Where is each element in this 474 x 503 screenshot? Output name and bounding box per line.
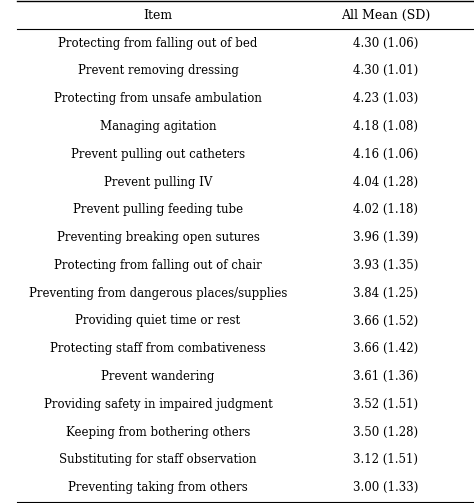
Text: Preventing taking from others: Preventing taking from others: [68, 481, 248, 494]
Text: Item: Item: [144, 9, 173, 22]
Text: All Mean (SD): All Mean (SD): [341, 9, 430, 22]
Text: Prevent wandering: Prevent wandering: [101, 370, 215, 383]
Text: 3.52 (1.51): 3.52 (1.51): [354, 398, 419, 411]
Text: 3.12 (1.51): 3.12 (1.51): [354, 453, 419, 466]
Text: 3.00 (1.33): 3.00 (1.33): [353, 481, 419, 494]
Text: 3.84 (1.25): 3.84 (1.25): [354, 287, 419, 300]
Text: 4.18 (1.08): 4.18 (1.08): [354, 120, 419, 133]
Text: Providing safety in impaired judgment: Providing safety in impaired judgment: [44, 398, 273, 411]
Text: Prevent pulling IV: Prevent pulling IV: [104, 176, 212, 189]
Text: Providing quiet time or rest: Providing quiet time or rest: [75, 314, 241, 327]
Text: Preventing breaking open sutures: Preventing breaking open sutures: [56, 231, 259, 244]
Text: 4.16 (1.06): 4.16 (1.06): [353, 148, 419, 161]
Text: Managing agitation: Managing agitation: [100, 120, 216, 133]
Text: Protecting staff from combativeness: Protecting staff from combativeness: [50, 342, 266, 355]
Text: 4.30 (1.01): 4.30 (1.01): [353, 64, 419, 77]
Text: Protecting from falling out of bed: Protecting from falling out of bed: [58, 37, 258, 50]
Text: Substituting for staff observation: Substituting for staff observation: [59, 453, 257, 466]
Text: 3.61 (1.36): 3.61 (1.36): [353, 370, 419, 383]
Text: 3.50 (1.28): 3.50 (1.28): [354, 426, 419, 439]
Text: 4.30 (1.06): 4.30 (1.06): [353, 37, 419, 50]
Text: 3.66 (1.52): 3.66 (1.52): [353, 314, 419, 327]
Text: 4.04 (1.28): 4.04 (1.28): [354, 176, 419, 189]
Text: Prevent pulling feeding tube: Prevent pulling feeding tube: [73, 203, 243, 216]
Text: Keeping from bothering others: Keeping from bothering others: [66, 426, 250, 439]
Text: Protecting from falling out of chair: Protecting from falling out of chair: [54, 259, 262, 272]
Text: 4.02 (1.18): 4.02 (1.18): [354, 203, 419, 216]
Text: 3.96 (1.39): 3.96 (1.39): [353, 231, 419, 244]
Text: Protecting from unsafe ambulation: Protecting from unsafe ambulation: [54, 92, 262, 105]
Text: Prevent removing dressing: Prevent removing dressing: [78, 64, 238, 77]
Text: 3.66 (1.42): 3.66 (1.42): [353, 342, 419, 355]
Text: 3.93 (1.35): 3.93 (1.35): [353, 259, 419, 272]
Text: 4.23 (1.03): 4.23 (1.03): [353, 92, 419, 105]
Text: Prevent pulling out catheters: Prevent pulling out catheters: [71, 148, 245, 161]
Text: Preventing from dangerous places/supplies: Preventing from dangerous places/supplie…: [29, 287, 287, 300]
